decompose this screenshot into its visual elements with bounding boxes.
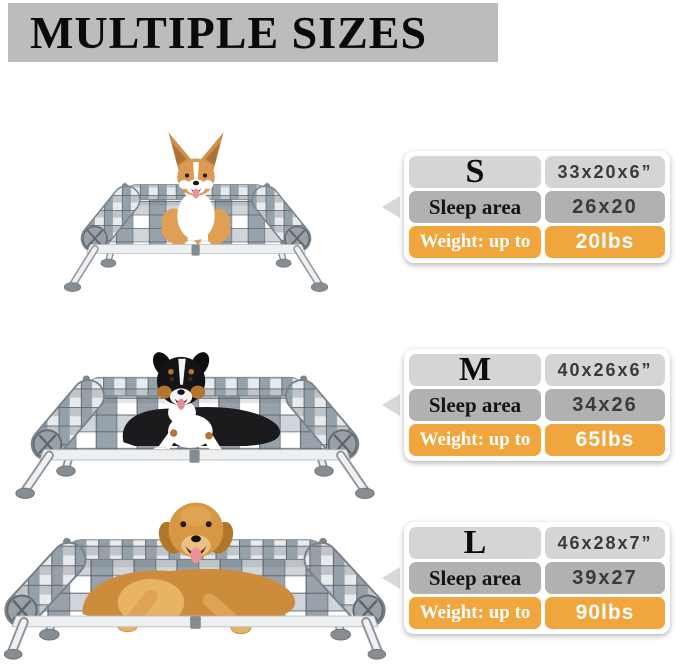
corgi-dog [161,132,231,249]
size-letter: M [409,354,541,386]
arrow-left-icon [382,394,400,416]
page-title: MULTIPLE SIZES [30,7,428,58]
size-table-medium: M 40x26x6” Sleep area 34x26 Weight: up t… [404,349,670,461]
weight-label: Weight: up to [409,226,541,258]
golden-bed-illustration [4,502,386,660]
arrow-left-icon [382,567,400,589]
weight-value: 20lbs [545,226,665,258]
dimensions-value: 33x20x6” [545,156,665,188]
aussie-bed-illustration [15,352,375,499]
sleep-area-label: Sleep area [409,389,541,421]
photo-golden-large-bed [4,487,386,663]
sleep-area-label: Sleep area [409,562,541,594]
weight-label: Weight: up to [409,597,541,629]
dimensions-value: 40x26x6” [545,354,665,386]
weight-value: 90lbs [545,597,665,629]
bed-front-legs [7,617,383,657]
title-bar: MULTIPLE SIZES [8,3,498,62]
sleep-area-value: 34x26 [545,389,665,421]
photo-aussie-medium-bed [14,314,376,500]
weight-label: Weight: up to [409,424,541,456]
photo-corgi-small-bed [50,120,342,300]
golden-retriever-dog [82,502,296,635]
sleep-area-value: 26x20 [545,191,665,223]
sleep-area-value: 39x27 [545,562,665,594]
size-table-large: L 46x28x7” Sleep area 39x27 Weight: up t… [404,522,670,634]
size-letter: L [409,527,541,559]
corgi-bed-illustration [63,132,329,292]
australian-shepherd-dog [122,352,281,461]
size-letter: S [409,156,541,188]
weight-value: 65lbs [545,424,665,456]
bed-front-legs [20,450,370,496]
dimensions-value: 46x28x7” [545,527,665,559]
sleep-area-label: Sleep area [409,191,541,223]
size-table-small: S 33x20x6” Sleep area 26x20 Weight: up t… [404,151,670,263]
arrow-left-icon [382,196,400,218]
bed-front-legs [68,245,324,289]
